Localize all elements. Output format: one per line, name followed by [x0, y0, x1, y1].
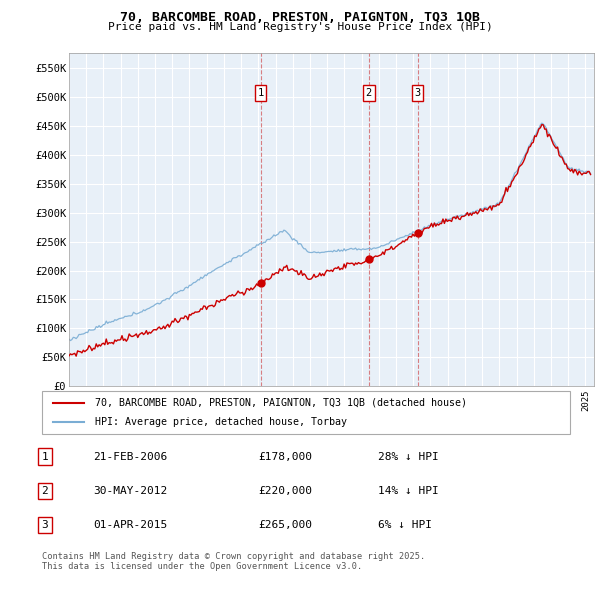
Text: Price paid vs. HM Land Registry's House Price Index (HPI): Price paid vs. HM Land Registry's House … — [107, 22, 493, 32]
Text: £178,000: £178,000 — [258, 452, 312, 461]
Text: 14% ↓ HPI: 14% ↓ HPI — [378, 486, 439, 496]
Text: 28% ↓ HPI: 28% ↓ HPI — [378, 452, 439, 461]
Text: 6% ↓ HPI: 6% ↓ HPI — [378, 520, 432, 530]
Text: HPI: Average price, detached house, Torbay: HPI: Average price, detached house, Torb… — [95, 417, 347, 427]
FancyBboxPatch shape — [42, 391, 570, 434]
Text: 2: 2 — [366, 88, 372, 98]
Text: Contains HM Land Registry data © Crown copyright and database right 2025.
This d: Contains HM Land Registry data © Crown c… — [42, 552, 425, 571]
Text: 21-FEB-2006: 21-FEB-2006 — [93, 452, 167, 461]
Text: £265,000: £265,000 — [258, 520, 312, 530]
Text: £220,000: £220,000 — [258, 486, 312, 496]
Text: 01-APR-2015: 01-APR-2015 — [93, 520, 167, 530]
Text: 3: 3 — [415, 88, 421, 98]
Text: 30-MAY-2012: 30-MAY-2012 — [93, 486, 167, 496]
Text: 70, BARCOMBE ROAD, PRESTON, PAIGNTON, TQ3 1QB: 70, BARCOMBE ROAD, PRESTON, PAIGNTON, TQ… — [120, 11, 480, 24]
Text: 70, BARCOMBE ROAD, PRESTON, PAIGNTON, TQ3 1QB (detached house): 70, BARCOMBE ROAD, PRESTON, PAIGNTON, TQ… — [95, 398, 467, 408]
Text: 3: 3 — [41, 520, 49, 530]
Text: 1: 1 — [257, 88, 264, 98]
Text: 1: 1 — [41, 452, 49, 461]
Text: 2: 2 — [41, 486, 49, 496]
